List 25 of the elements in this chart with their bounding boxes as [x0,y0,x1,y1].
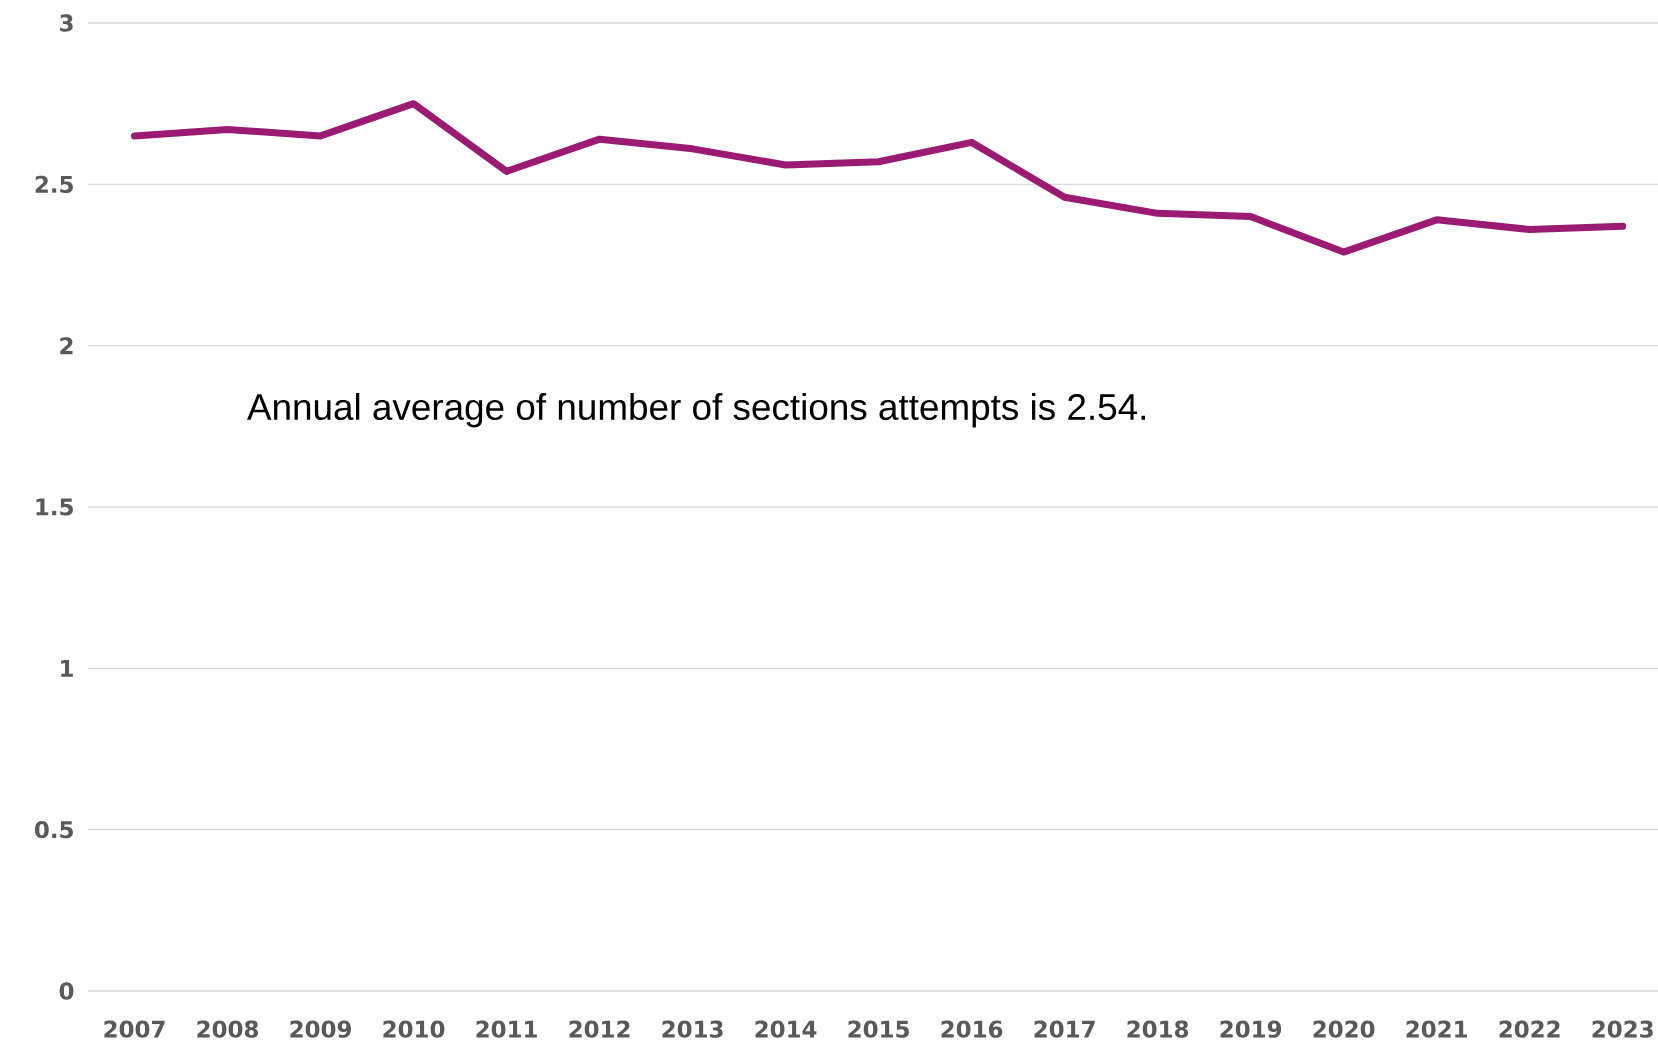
x-tick-label: 2021 [1406,1020,1467,1038]
x-tick-label: 2007 [104,1020,165,1038]
x-tick-label: 2019 [1220,1020,1282,1038]
x-tick-label: 2015 [848,1020,909,1038]
x-tick-label: 2009 [290,1020,351,1038]
y-tick-label: 0 [59,982,74,1000]
x-tick-label: 2013 [662,1020,723,1038]
y-tick-label: 1.5 [36,498,73,516]
x-tick-label: 2022 [1499,1020,1560,1038]
x-tick-label: 2012 [569,1020,630,1038]
x-tick-label: 2010 [383,1020,445,1038]
y-tick-label: 2 [60,337,73,355]
y-tick-label: 1 [61,659,73,677]
x-tick-label: 2014 [755,1020,817,1038]
annotation: Annual average of number of sections attempts is 2.54. [247,393,1146,428]
x-tick-label: 2023 [1592,1020,1653,1038]
y-tick-label: 2.5 [35,175,73,193]
x-tick-label: 2016 [941,1020,1003,1038]
x-tick-label: 2020 [1313,1020,1375,1038]
y-tick-label: 0.5 [34,820,73,839]
y-tick-label: 3 [60,14,73,32]
x-tick-label: 2017 [1034,1020,1095,1038]
x-tick-label: 2018 [1127,1020,1189,1038]
x-tick-label: 2008 [197,1020,258,1038]
x-tick-label: 2011 [476,1020,537,1038]
